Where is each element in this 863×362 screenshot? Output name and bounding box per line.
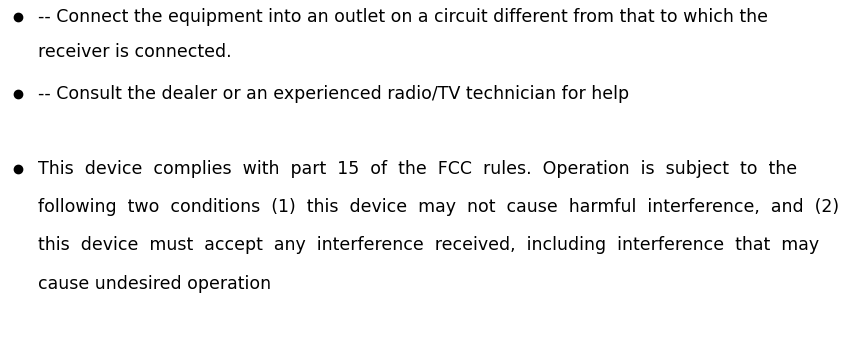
Text: This  device  complies  with  part  15  of  the  FCC  rules.  Operation  is  sub: This device complies with part 15 of the… <box>38 160 797 178</box>
Text: cause undesired operation: cause undesired operation <box>38 275 271 293</box>
Text: receiver is connected.: receiver is connected. <box>38 43 231 61</box>
Text: -- Connect the equipment into an outlet on a circuit different from that to whic: -- Connect the equipment into an outlet … <box>38 8 768 26</box>
Text: -- Consult the dealer or an experienced radio/TV technician for help: -- Consult the dealer or an experienced … <box>38 85 629 103</box>
Text: following  two  conditions  (1)  this  device  may  not  cause  harmful  interfe: following two conditions (1) this device… <box>38 198 839 216</box>
Text: this  device  must  accept  any  interference  received,  including  interferenc: this device must accept any interference… <box>38 236 819 254</box>
